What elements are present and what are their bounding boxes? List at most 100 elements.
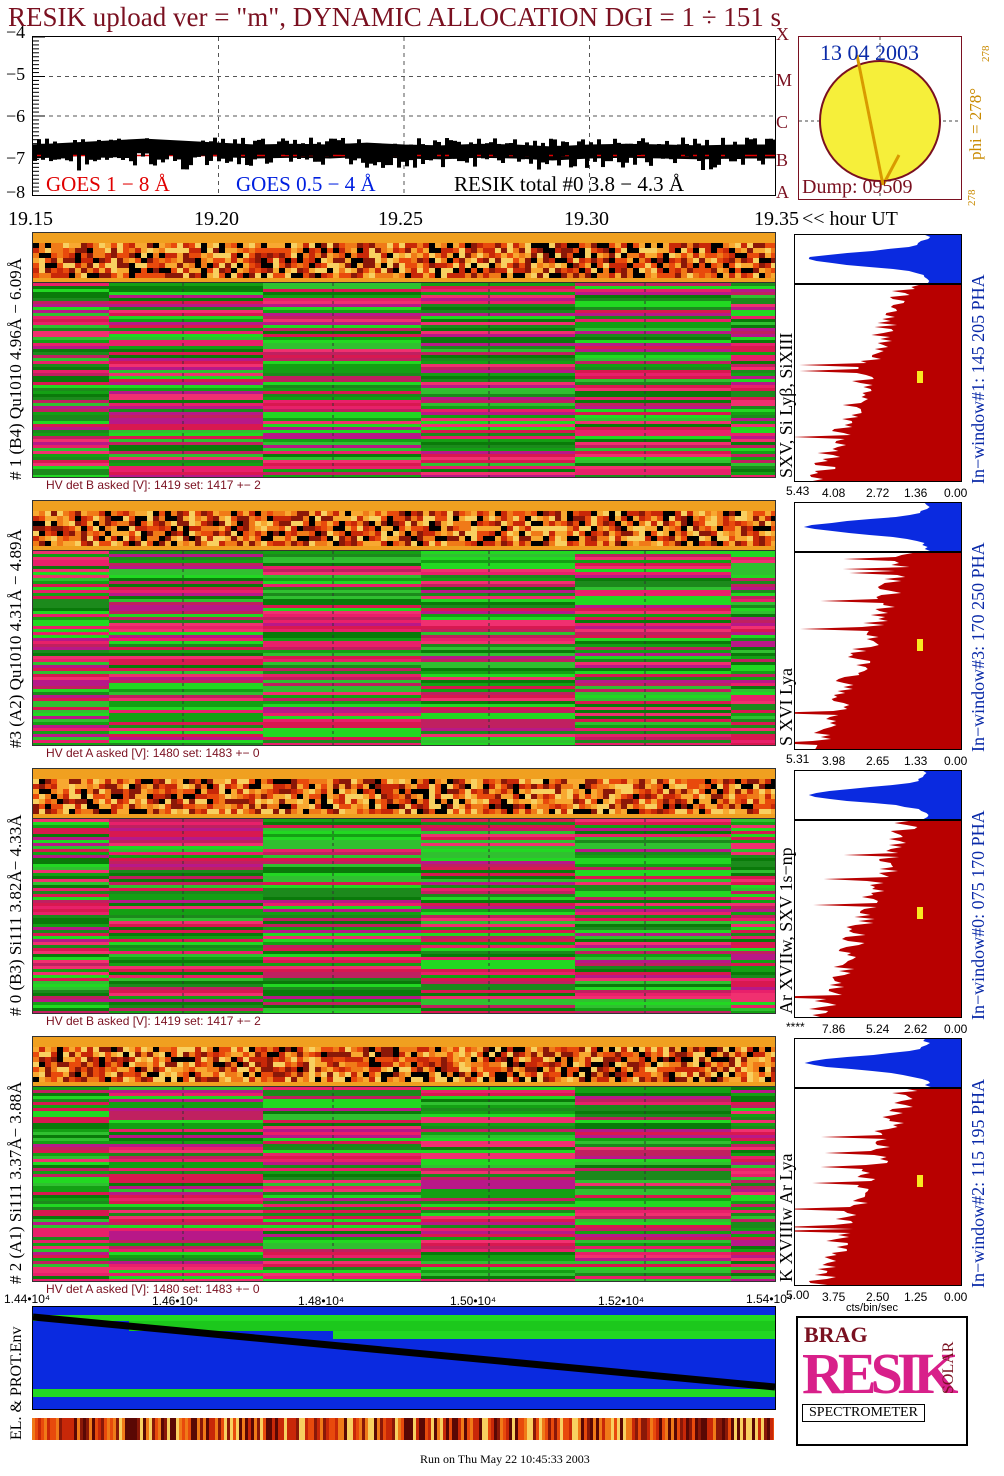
resik-sample [485,143,489,160]
resik-sample [313,143,317,162]
resik-sample [61,144,65,159]
hour-tick-label: 19.25 [378,208,423,230]
resik-sample [249,146,253,166]
resik-sample [329,138,333,158]
resik-sample [337,140,341,155]
resik-sample [401,146,405,162]
resik-sample [253,140,257,160]
resik-sample [765,138,769,154]
resik-sample [353,144,357,161]
resik-sample [289,148,293,162]
resik-sample [413,149,417,168]
resik-sample [85,150,89,165]
resik-sample [761,144,765,165]
page-title: RESIK upload ver = "m", DYNAMIC ALLOCATI… [8,2,782,32]
resik-sample [217,145,221,162]
resik-sample [237,150,241,165]
resik-sample [609,146,613,162]
resik-sample [321,147,325,165]
line-identification: SXV, Si Lyβ, SiXIII [776,332,796,478]
resik-sample [229,145,233,162]
resik-sample [389,146,393,166]
detector-label: #3 (A2) Qu1010 4.31Å − 4.89Å [6,529,25,748]
resik-sample [625,143,629,163]
pha-tick: 5.31 [786,752,810,766]
resik-sample [481,144,485,159]
resik-sample [417,138,421,154]
resik-sample [577,141,581,159]
line-identification: K XVIIIw Ar Lya [776,1153,796,1282]
pha-tick: 0.00 [944,754,968,768]
resik-sample [365,150,369,168]
resik-sample [309,137,313,156]
resik-sample [153,150,157,166]
resik-sample [725,146,729,159]
pha-tick: 0.00 [944,486,968,500]
pha-upper-histogram [794,502,962,552]
resik-sample [641,138,645,154]
resik-sample [741,147,745,165]
resik-sample [157,143,161,160]
resik-sample [717,145,721,165]
class-b-label: B [776,150,789,170]
legend-goes-1-8: GOES 1 − 8 Å [46,172,170,196]
resik-sample [421,144,425,165]
resik-sample [589,142,593,157]
resik-sample [125,144,129,159]
resik-sample [97,139,101,160]
pha-tick: 1.33 [904,754,928,768]
resik-sample [705,139,709,152]
detector-label: # 0 (B3) Si111 3.82Å− 4.33Å [6,814,25,1016]
resik-sample [285,140,289,156]
resik-sample [265,145,269,164]
detector-label: # 2 (A1) Si111 3.37Å− 3.88Å [6,1081,25,1284]
resik-sample [317,142,321,162]
resik-sample [681,137,685,154]
resik-sample [433,140,437,157]
resik-sample [377,144,381,163]
goes-lightcurve-chart [32,36,777,195]
resik-sample [533,140,537,158]
resik-sample [45,138,49,158]
resik-sample [393,143,397,157]
hour-tick-label: 19.30 [564,208,609,230]
resik-sample [333,138,337,152]
class-x-label: X [776,24,789,44]
class-a-label: A [776,182,789,202]
resik-sample [601,149,605,168]
count-image-strip [32,500,777,552]
resik-sample [465,149,469,163]
resik-sample [53,141,57,160]
resik-sample [57,146,61,160]
detector-label: # 1 (B4) Qu1010 4.96Å − 6.09Å [6,257,25,480]
resik-sample [37,139,41,154]
hour-axis-label: << hour UT [802,208,898,230]
hv-readout: HV det B asked [V]: 1419 set: 1417 +− 2 [46,1014,261,1028]
resik-sample [273,144,277,157]
pha-tick: 7.86 [822,1022,846,1036]
pha-lower-histogram [794,1088,962,1286]
count-image-strip [32,768,777,820]
resik-sample [261,138,265,151]
class-c-label: C [776,112,789,132]
resik-sample [373,149,377,166]
class-m-label: M [776,70,793,90]
resik-sample [141,143,145,157]
sun-diagram [799,37,961,199]
resik-sample [457,141,461,162]
resik-sample [617,142,621,163]
resik-sample [445,138,449,154]
resik-sample [409,144,413,161]
resik-sample [477,138,481,153]
resik-sample [773,139,777,155]
resik-sample [381,148,385,168]
resik-sample [633,149,637,165]
env-x-tick: 1.48•10⁴ [298,1294,345,1308]
line-identification: Ar XVIIw, SXV 1s−np [776,847,796,1014]
resik-sample [161,143,165,163]
resik-sample [505,143,509,158]
resik-sample [361,146,365,163]
phi-angle: phi = 278° [966,87,985,160]
resik-sample [65,146,69,161]
resik-sample [645,142,649,163]
